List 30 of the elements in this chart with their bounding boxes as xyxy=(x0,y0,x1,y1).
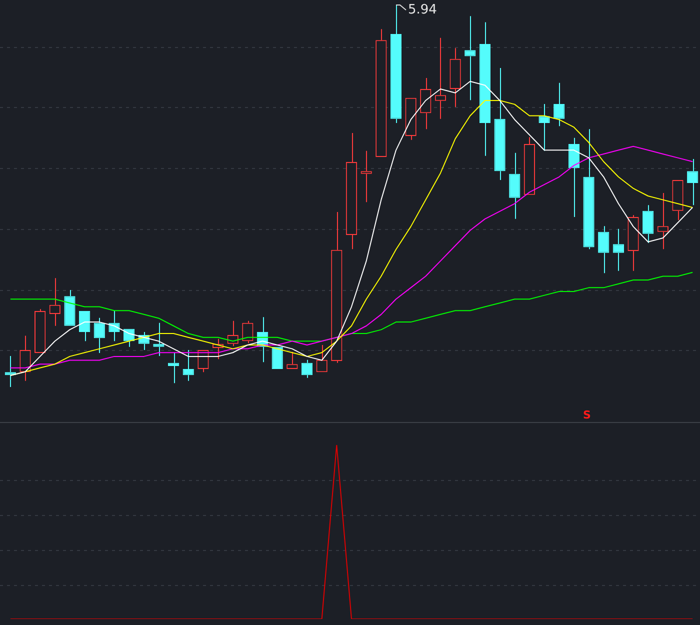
candlestick xyxy=(450,48,461,108)
candlestick xyxy=(376,28,387,158)
candlestick xyxy=(434,37,446,120)
candlestick xyxy=(390,4,402,124)
candlestick xyxy=(494,68,506,180)
candlestick xyxy=(153,322,164,357)
candlestick xyxy=(568,137,580,218)
candlestick xyxy=(598,226,610,274)
candlestick xyxy=(182,349,194,382)
candlestick xyxy=(479,22,491,156)
candlestick xyxy=(420,77,432,130)
candlestick xyxy=(34,308,46,353)
candlestick xyxy=(64,289,76,326)
candlestick xyxy=(405,98,416,140)
candlestick xyxy=(168,352,180,384)
candlestick xyxy=(628,214,639,272)
candlestick xyxy=(4,356,16,388)
candlestick xyxy=(331,212,342,364)
candlestick xyxy=(657,192,668,250)
candlestick xyxy=(524,136,536,195)
candlestick xyxy=(360,150,372,203)
candlestick xyxy=(464,16,476,101)
candlestick xyxy=(509,152,520,220)
candlestick xyxy=(20,335,31,382)
candlestick xyxy=(642,204,654,244)
candlestick xyxy=(583,128,594,250)
text: S xyxy=(583,408,592,422)
annotation: 5.94 xyxy=(408,2,437,18)
candlestick xyxy=(286,351,298,370)
candlestick xyxy=(346,132,358,250)
